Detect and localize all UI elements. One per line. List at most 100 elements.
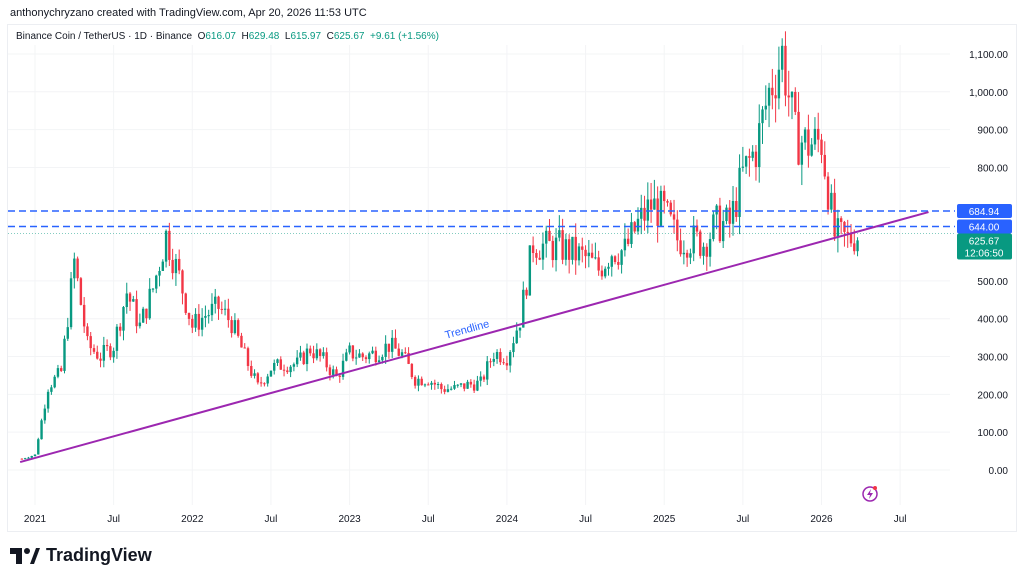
candle-body xyxy=(315,349,319,359)
tradingview-logo[interactable]: TradingView xyxy=(10,545,152,566)
candle-body xyxy=(105,344,109,347)
candle-body xyxy=(715,205,718,215)
candle-body xyxy=(810,144,813,156)
candle-body xyxy=(263,383,266,385)
candle-body xyxy=(86,326,89,337)
candle-body xyxy=(161,261,165,271)
candle-body xyxy=(649,199,653,210)
candle-body xyxy=(141,308,145,323)
candle-body xyxy=(230,320,233,334)
candle-body xyxy=(659,190,663,226)
low-label: L xyxy=(284,31,291,42)
candle-body xyxy=(187,312,191,319)
candle-body xyxy=(145,308,148,319)
candle-body xyxy=(259,382,263,384)
candle-body xyxy=(761,109,764,124)
candle-body xyxy=(112,350,115,358)
candle-body xyxy=(748,156,751,158)
candle-body xyxy=(155,275,158,289)
candle-body xyxy=(702,246,705,256)
x-tick-label: Jul xyxy=(107,514,120,525)
price-chart[interactable]: Trendline0.00100.00200.00300.00400.00500… xyxy=(0,0,1024,540)
candle-body xyxy=(584,249,587,257)
candle-body xyxy=(813,128,817,145)
candle-body xyxy=(374,350,378,363)
notification-dot xyxy=(873,486,877,490)
candle-body xyxy=(787,95,790,98)
candle-body xyxy=(456,384,459,386)
candle-body xyxy=(269,370,273,377)
candle-body xyxy=(679,240,682,255)
candle-body xyxy=(33,454,37,457)
candle-body xyxy=(826,176,830,210)
candle-body xyxy=(40,420,43,440)
candle-body xyxy=(119,326,122,331)
candle-body xyxy=(663,190,666,202)
candle-body xyxy=(554,237,558,261)
candle-body xyxy=(636,218,640,232)
logo-text: TradingView xyxy=(46,545,152,565)
candle-body xyxy=(394,337,397,349)
candle-body xyxy=(207,315,210,317)
candle-body xyxy=(751,151,754,158)
candle-body xyxy=(803,129,807,143)
candle-body xyxy=(256,373,260,383)
y-tick-label: 1,100.00 xyxy=(969,50,1008,61)
candle-body xyxy=(397,348,400,356)
candle-body xyxy=(518,327,522,331)
candle-body xyxy=(545,230,548,244)
candle-body xyxy=(728,207,731,224)
candle-body xyxy=(430,382,433,385)
candle-body xyxy=(548,230,551,241)
candle-body xyxy=(640,207,643,219)
candle-body xyxy=(758,123,761,168)
candle-body xyxy=(400,352,404,356)
candle-body xyxy=(279,359,282,370)
candle-body xyxy=(459,383,463,385)
y-tick-label: 200.00 xyxy=(977,390,1008,401)
candle-body xyxy=(289,366,292,373)
candle-body xyxy=(341,360,345,377)
candle-body xyxy=(495,352,499,359)
x-tick-label: Jul xyxy=(736,514,749,525)
y-tick-label: 400.00 xyxy=(977,315,1008,326)
candle-body xyxy=(836,218,840,237)
candle-body xyxy=(849,232,853,244)
candle-body xyxy=(387,343,391,352)
candle-body xyxy=(492,358,495,362)
candle-body xyxy=(623,238,627,251)
candle-body xyxy=(653,198,656,210)
candle-body xyxy=(820,139,823,155)
candle-body xyxy=(312,353,315,359)
candle-body xyxy=(486,361,489,380)
lightning-icon[interactable] xyxy=(862,486,878,502)
candle-body xyxy=(771,87,774,96)
candle-body xyxy=(744,156,748,167)
candle-body xyxy=(135,299,138,327)
candle-body xyxy=(276,359,279,363)
candle-body xyxy=(325,352,328,368)
candle-body xyxy=(197,313,201,330)
candle-body xyxy=(322,352,325,356)
candle-body xyxy=(338,375,341,377)
candle-body xyxy=(502,362,505,364)
candle-body xyxy=(581,246,584,250)
candle-body xyxy=(246,348,250,366)
candle-body xyxy=(109,346,112,358)
candle-body xyxy=(76,258,79,279)
candle-body xyxy=(453,385,456,389)
candle-body xyxy=(413,377,417,386)
candle-body xyxy=(358,353,361,358)
candle-body xyxy=(60,368,63,371)
candle-body xyxy=(515,330,518,344)
candle-body xyxy=(856,240,859,252)
candle-body xyxy=(433,382,437,385)
symbol-name[interactable]: Binance Coin / TetherUS · 1D · Binance xyxy=(16,31,193,42)
last-price-tag-bg xyxy=(957,233,1012,260)
candle-body xyxy=(423,384,427,386)
candle-body xyxy=(558,230,561,238)
candle-body xyxy=(233,320,237,334)
candle-body xyxy=(377,360,381,363)
x-tick-label: Jul xyxy=(422,514,435,525)
candle-body xyxy=(807,129,810,156)
